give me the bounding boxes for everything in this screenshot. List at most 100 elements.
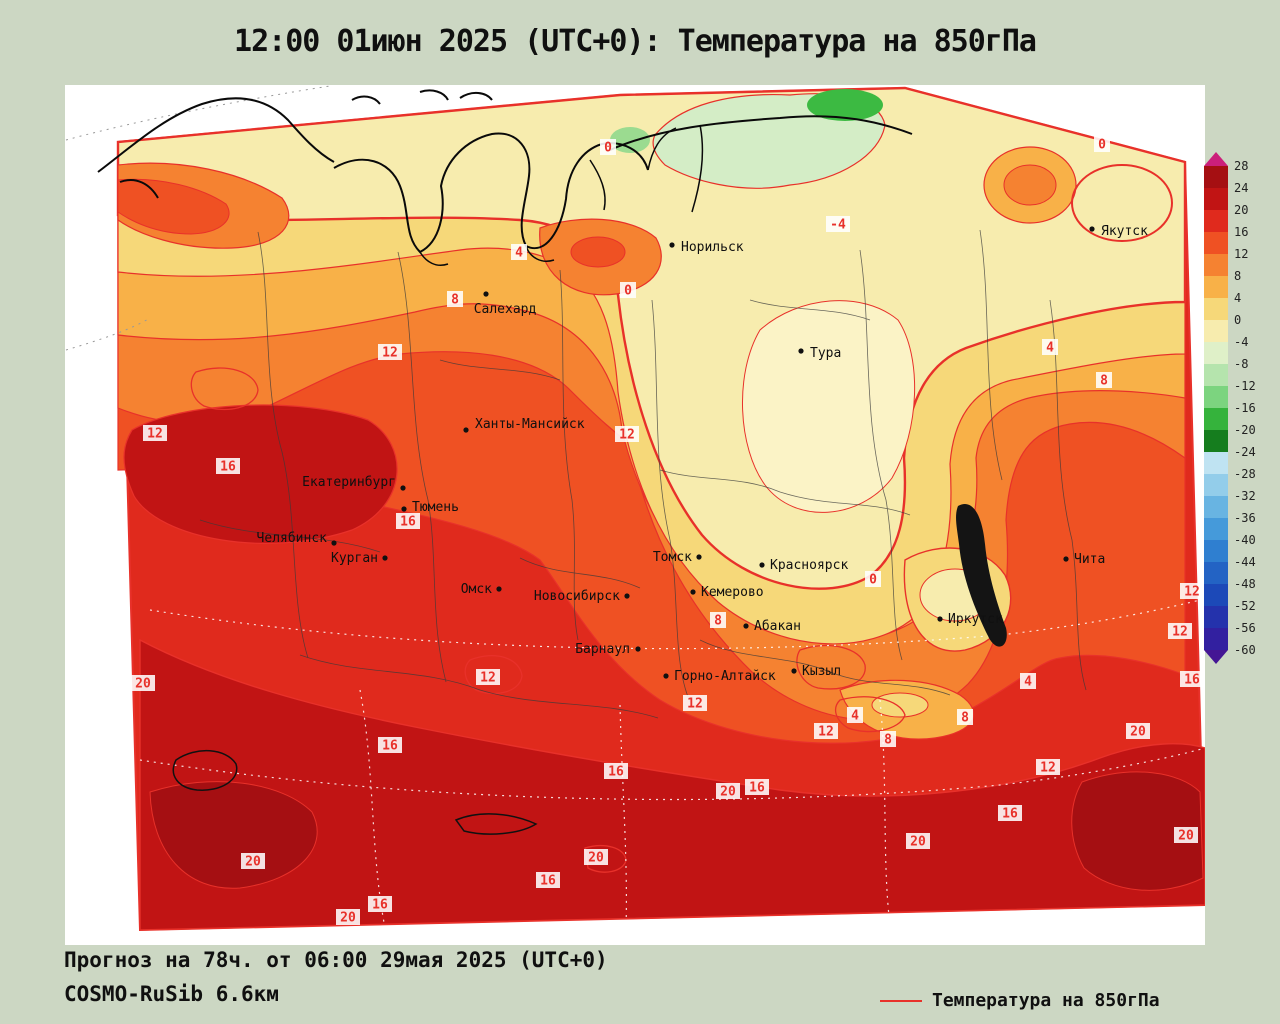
city-marker (937, 616, 943, 622)
contour-label-bg (216, 458, 240, 474)
colorbar-cell (1204, 320, 1228, 342)
contour-label: 8 (451, 293, 459, 308)
contour-label: 12 (480, 671, 496, 686)
city-marker (663, 673, 669, 679)
colorbar-value: -8 (1234, 357, 1249, 371)
colorbar-cell (1204, 430, 1228, 452)
contour-label-bg (368, 896, 392, 912)
city-label: Якутск (1101, 224, 1148, 239)
colorbar-cell (1204, 276, 1228, 298)
contour-label: 12 (382, 346, 398, 361)
city-label: Омск (461, 582, 492, 597)
city-marker (1089, 226, 1095, 232)
map-content: 12 16 12 8 4 0 0 -4 0 4 8 12 16 0 8 12 12 4 4 8 8 12 12 16 16 16 1… (65, 85, 1205, 932)
city-label: Иркутск (948, 612, 1003, 627)
contour-label-bg (906, 833, 930, 849)
city-marker (483, 291, 489, 297)
city-marker (496, 586, 502, 592)
contour-label: 12 (687, 697, 703, 712)
colorbar-value: -32 (1234, 489, 1256, 503)
city-marker (635, 646, 641, 652)
contour-label-bg (1042, 339, 1058, 355)
city-marker (1063, 556, 1069, 562)
contour-label: 16 (749, 781, 765, 796)
colorbar-labels: 28 24 20 16 12 8 4 0 -4 -8 -12 -16 -20 -24 -28 -32 -36 -4… (1234, 152, 1264, 664)
colorbar-cell (1204, 562, 1228, 584)
ob-warm-core (570, 236, 626, 268)
contour-label-bg (476, 669, 500, 685)
contour-label-bg (998, 805, 1022, 821)
contour-label-bg (378, 737, 402, 753)
colorbar-cell (1204, 386, 1228, 408)
city-label: Новосибирск (534, 589, 620, 604)
colorbar-value: 12 (1234, 247, 1249, 261)
city-label: Курган (331, 551, 378, 566)
contour-label: 0 (1098, 138, 1106, 153)
nw-red-blob (117, 178, 230, 235)
colorbar-value: 24 (1234, 181, 1249, 195)
city-label: Томск (653, 550, 692, 565)
contour-label: 8 (1100, 374, 1108, 389)
contour-label-bg (1094, 136, 1110, 152)
contour-label: 12 (1040, 761, 1056, 776)
city-marker (401, 506, 407, 512)
contour-label: 16 (382, 739, 398, 754)
colorbar-cell (1204, 628, 1228, 650)
legend-label: Температура на 850гПа (932, 990, 1160, 1011)
colorbar-value: -12 (1234, 379, 1256, 393)
contour-label-bg (396, 513, 420, 529)
contour-label-bg (716, 783, 740, 799)
city-label: Красноярск (770, 558, 848, 573)
city-marker (382, 555, 388, 561)
contour-label-bg (600, 139, 616, 155)
contour-label-bg (1174, 827, 1198, 843)
contour-label-bg (143, 425, 167, 441)
contour-label-bg (865, 571, 881, 587)
city-label: Тура (810, 346, 841, 361)
colorbar-value: 16 (1234, 225, 1249, 239)
contour-label: 4 (1046, 341, 1054, 356)
city-label: Салехард (474, 302, 537, 317)
city-label: Челябинск (257, 531, 328, 546)
contour-labels: 12 16 12 8 4 0 0 -4 0 4 8 12 16 0 8 12 12 4 4 8 8 12 12 16 16 16 1… (131, 136, 1204, 926)
contour-label: 20 (1178, 829, 1194, 844)
colorbar-value: -36 (1234, 511, 1256, 525)
sw-hottest-patch (149, 781, 318, 889)
page-title: 12:00 01июн 2025 (UTC+0): Температура на… (234, 24, 1037, 59)
city-label: Абакан (754, 619, 801, 634)
contour-label-bg (847, 707, 863, 723)
admin-borders (199, 229, 1087, 719)
colorbar-cell (1204, 474, 1228, 496)
colorbar-cells (1204, 166, 1264, 650)
city-marker (463, 427, 469, 433)
contour-label-bg (1126, 723, 1150, 739)
model-info: COSMO-RuSib 6.6км (64, 982, 279, 1006)
contour-label-bg (620, 282, 636, 298)
contour-label-bg (1168, 623, 1192, 639)
contour-label: 20 (720, 785, 736, 800)
graticule (65, 85, 1205, 929)
contour-label-bg (1180, 583, 1204, 599)
colorbar-arrow-down (1204, 650, 1228, 664)
colorbar-value: -56 (1234, 621, 1256, 635)
footer: Прогноз на 78ч. от 06:00 29мая 2025 (UTC… (64, 948, 608, 1006)
colorbar-cell (1204, 606, 1228, 628)
lake-baikal (956, 503, 1007, 647)
colorbar-arrow-up (1204, 152, 1228, 166)
contour-label: 16 (220, 460, 236, 475)
contour-label: 20 (910, 835, 926, 850)
cold-green-core (807, 89, 883, 121)
colorbar-cell (1204, 254, 1228, 276)
contour-label-bg (615, 426, 639, 442)
contour-label: 20 (1130, 725, 1146, 740)
contour-label: 0 (869, 573, 877, 588)
colorbar-cell (1204, 540, 1228, 562)
contour-label-bg (1036, 759, 1060, 775)
city-label: Екатеринбург (302, 475, 396, 490)
city-label: Норильск (681, 240, 744, 255)
contour-label: 4 (851, 709, 859, 724)
colorbar-value: -20 (1234, 423, 1256, 437)
contour-label: 16 (1184, 673, 1200, 688)
contour-label: 16 (1002, 807, 1018, 822)
